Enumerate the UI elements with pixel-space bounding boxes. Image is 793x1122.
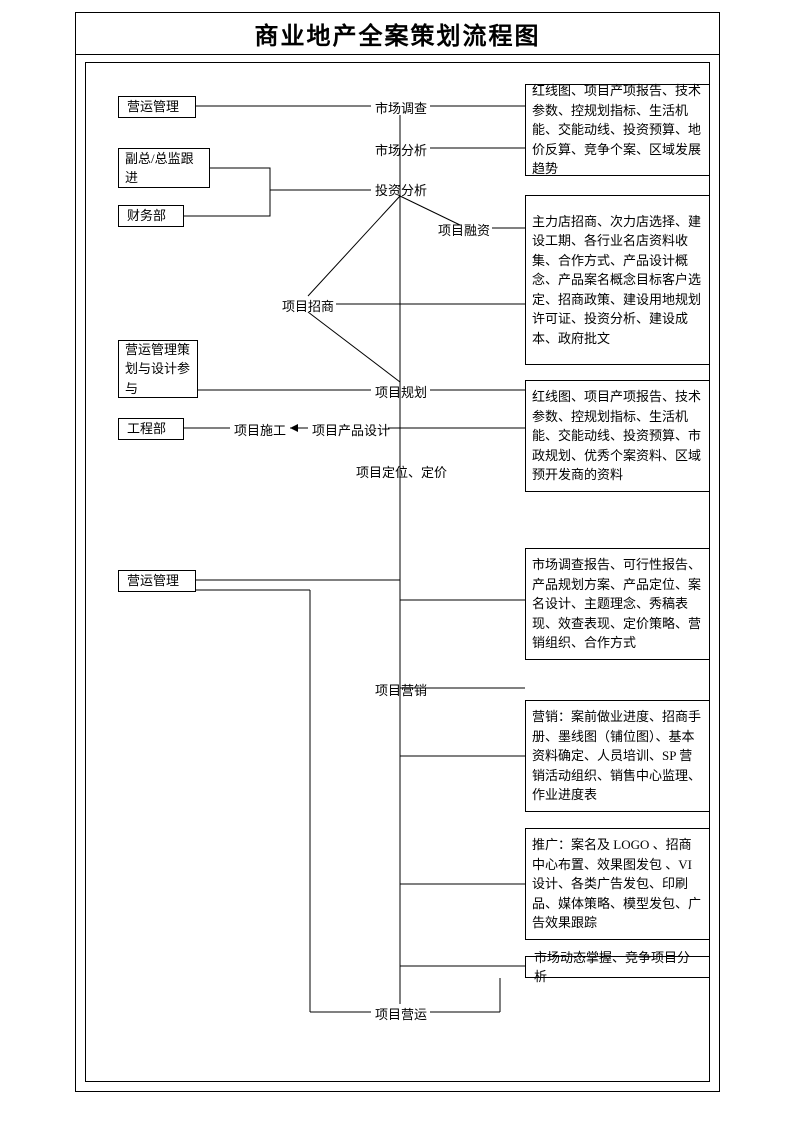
right-box-3: 红线图、项目产项报告、技术参数、控规划指标、生活机能、交能动线、投资预算、市政规… (525, 380, 710, 492)
left-box-4: 营运管理策划与设计参与 (118, 340, 198, 398)
center-label-2: 市场分析 (373, 140, 429, 159)
center-label-6: 项目规划 (373, 382, 429, 401)
left-box-1: 营运管理 (118, 96, 196, 118)
center-label-3: 投资分析 (373, 180, 429, 199)
left-box-5: 工程部 (118, 418, 184, 440)
center-label-9: 项目定位、定价 (354, 462, 449, 481)
right-box-6: 推广：案名及 LOGO 、招商中心布置、效果图发包 、VI 设计、各类广告发包、… (525, 828, 710, 940)
center-label-1: 市场调查 (373, 98, 429, 117)
left-box-6: 营运管理 (118, 570, 196, 592)
center-label-4: 项目融资 (436, 220, 492, 239)
center-label-11: 项目营运 (373, 1004, 429, 1023)
right-box-5: 营销：案前做业进度、招商手册、墨线图（铺位图）、基本资料确定、人员培训、SP 营… (525, 700, 710, 812)
right-box-4: 市场调查报告、可行性报告、产品规划方案、产品定位、案名设计、主题理念、秀稿表现、… (525, 548, 710, 660)
right-box-2: 主力店招商、次力店选择、建设工期、各行业名店资料收集、合作方式、产品设计概念、产… (525, 195, 710, 365)
left-box-3: 财务部 (118, 205, 184, 227)
diagram-title: 商业地产全案策划流程图 (76, 13, 719, 55)
left-box-2: 副总/总监跟进 (118, 148, 210, 188)
center-label-10: 项目营销 (373, 680, 429, 699)
center-label-8: 项目产品设计 (310, 420, 392, 439)
right-box-7: 市场动态掌握、竞争项目分析 (525, 956, 710, 978)
right-box-1: 红线图、项目产项报告、技术参数、控规划指标、生活机能、交能动线、投资预算、地价反… (525, 84, 710, 176)
center-label-7: 项目施工 (232, 420, 288, 439)
center-label-5: 项目招商 (280, 296, 336, 315)
